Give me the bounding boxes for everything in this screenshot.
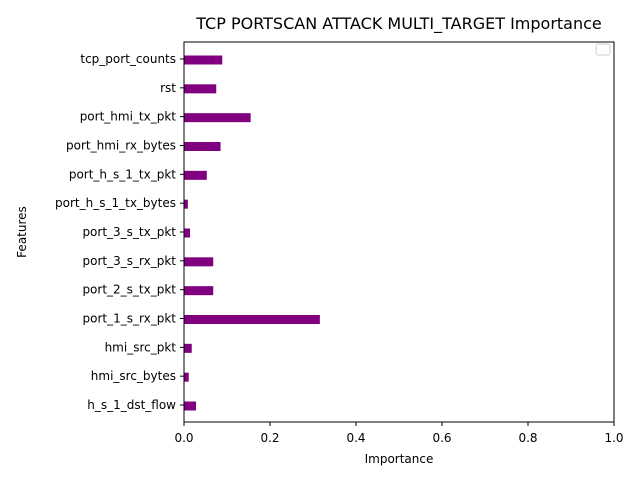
y-tick-label: hmi_src_bytes xyxy=(91,369,176,383)
y-tick-label: port_1_s_rx_pkt xyxy=(83,312,177,326)
bars-layer xyxy=(184,55,320,411)
bar-port-1-s-rx-pkt xyxy=(184,315,320,324)
y-tick-label: port_3_s_rx_pkt xyxy=(83,254,177,268)
plot-frame xyxy=(183,41,615,423)
bar-port-3-s-rx-pkt xyxy=(184,257,214,267)
x-tick-label: 0.4 xyxy=(346,431,365,445)
bar-rst xyxy=(184,84,217,94)
bar-port-3-s-tx-pkt xyxy=(184,228,191,238)
x-axis-label: Importance xyxy=(365,452,434,466)
x-tick-label: 1.0 xyxy=(604,431,623,445)
bar-tcp-port-counts xyxy=(184,55,223,65)
bar-h-s-1-dst-flow xyxy=(184,401,197,411)
y-tick-label: rst xyxy=(160,81,176,95)
x-tick-label: 0.2 xyxy=(260,431,279,445)
y-tick-label: port_hmi_rx_bytes xyxy=(66,139,176,153)
y-tick-label: port_2_s_tx_pkt xyxy=(82,283,176,297)
x-tick-labels: 0.0 0.2 0.4 0.6 0.8 1.0 xyxy=(174,422,624,445)
bar-port-2-s-tx-pkt xyxy=(184,286,214,296)
x-tick-label: 0.8 xyxy=(518,431,537,445)
y-tick-label: hmi_src_pkt xyxy=(105,340,177,354)
bar-port-hmi-tx-pkt xyxy=(184,113,251,123)
bar-port-h-s-1-tx-bytes xyxy=(184,199,188,209)
y-tick-label: port_hmi_tx_pkt xyxy=(80,110,177,124)
y-tick-label: h_s_1_dst_flow xyxy=(87,398,176,412)
chart-title: TCP PORTSCAN ATTACK MULTI_TARGET Importa… xyxy=(195,14,602,34)
y-tick-label: port_3_s_tx_pkt xyxy=(82,225,176,239)
legend-box xyxy=(595,43,611,56)
bar-port-h-s-1-tx-pkt xyxy=(184,170,207,180)
bar-port-hmi-rx-bytes xyxy=(184,142,221,151)
y-tick-label: port_h_s_1_tx_bytes xyxy=(55,196,176,210)
x-tick-label: 0.6 xyxy=(432,431,451,445)
y-axis-label: Features xyxy=(15,206,29,258)
y-tick-label: tcp_port_counts xyxy=(80,52,176,66)
bar-hmi-src-pkt xyxy=(184,343,192,353)
bar-hmi-src-bytes xyxy=(184,372,189,382)
x-tick-label: 0.0 xyxy=(174,431,193,445)
y-tick-label: port_h_s_1_tx_pkt xyxy=(69,167,176,181)
